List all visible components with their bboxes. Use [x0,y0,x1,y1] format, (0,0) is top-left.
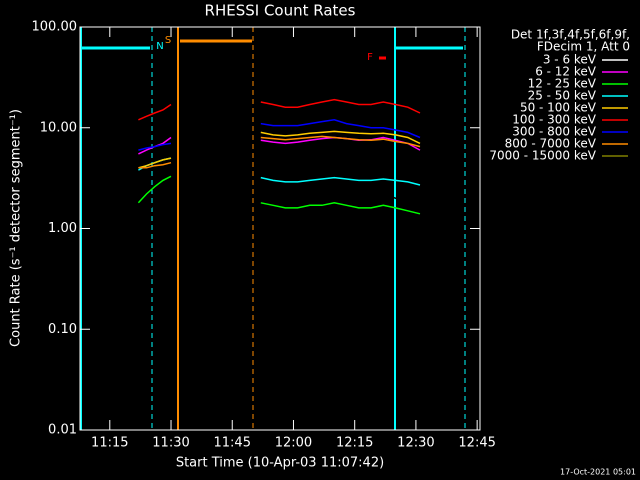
legend-header: FDecim 1, Att 0 [537,40,630,54]
legend-header: Det 1f,3f,4f,5f,6f,9f, [511,28,630,42]
legend-label: 100 - 300 keV [512,113,596,127]
series-line [138,98,421,121]
y-tick-label: 0.01 [48,423,77,438]
series-line [138,119,421,151]
x-tick-label: 12:15 [336,436,373,451]
x-tick-label: 11:30 [152,436,189,451]
legend-label: 6 - 12 keV [535,65,597,79]
footer: 17-Oct-2021 05:01 [560,468,636,477]
annotation: S [165,35,171,46]
y-tick-label: 1.00 [48,221,77,236]
y-tick-label: 10.00 [40,120,77,135]
x-tick-label: 12:45 [458,436,495,451]
y-tick-label: 100.00 [32,20,78,35]
y-axis-label: Count Rate (s⁻¹ detector segment⁻¹) [9,109,24,347]
annotation: N [156,41,163,52]
annotation: F [367,52,373,63]
series-line [138,130,421,169]
series-line [137,182,421,222]
x-tick-label: 12:00 [275,436,312,451]
legend-label: 25 - 50 keV [528,89,597,103]
legend-label: 7000 - 15000 keV [489,149,596,163]
legend-label: 800 - 7000 keV [505,137,597,151]
legend-label: 12 - 25 keV [528,77,597,91]
chart-title: RHESSI Count Rates [205,2,356,20]
legend-label: 50 - 100 keV [520,101,597,115]
legend-label: 300 - 800 keV [512,125,596,139]
x-tick-label: 12:30 [397,436,434,451]
x-tick-label: 11:45 [214,436,251,451]
series-line [137,175,421,215]
x-axis-label: Start Time (10-Apr-03 11:07:42) [176,456,384,471]
legend-label: 3 - 6 keV [543,53,597,67]
y-tick-label: 0.10 [48,322,77,337]
series-line [138,135,421,169]
x-tick-label: 11:15 [91,436,128,451]
